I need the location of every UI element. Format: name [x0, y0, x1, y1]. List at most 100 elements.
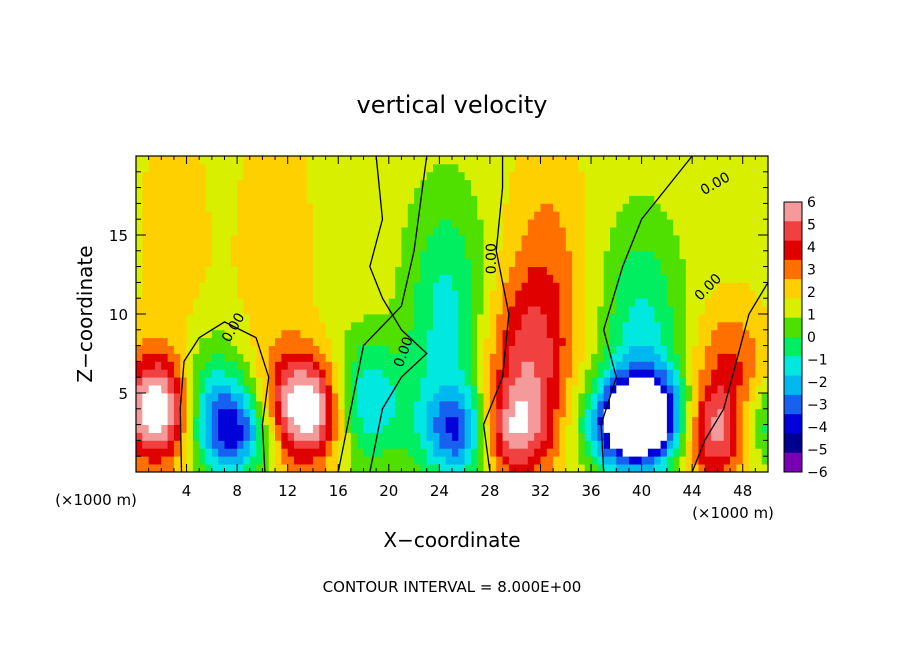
heatmap-cell: [142, 329, 150, 339]
heatmap-cell: [635, 219, 642, 228]
heatmap-cell: [199, 163, 206, 173]
heatmap-cell: [692, 235, 699, 244]
heatmap-cell: [711, 353, 718, 362]
heatmap-cell: [458, 448, 466, 457]
heatmap-cell: [230, 448, 238, 457]
heatmap-cell: [749, 377, 756, 386]
heatmap-cell: [230, 440, 238, 449]
heatmap-cell: [527, 274, 535, 283]
heatmap-cell: [496, 361, 503, 370]
heatmap-cell: [647, 408, 655, 418]
heatmap-cell: [698, 298, 706, 307]
heatmap-cell: [350, 266, 358, 275]
heatmap-cell: [534, 416, 541, 425]
heatmap-cell: [508, 171, 516, 181]
heatmap-cell: [761, 400, 769, 410]
heatmap-cell: [502, 235, 510, 244]
heatmap-cell: [470, 337, 478, 346]
heatmap-cell: [312, 298, 320, 307]
heatmap-cell: [521, 329, 529, 339]
heatmap-cell: [237, 464, 244, 473]
heatmap-cell: [237, 298, 244, 307]
heatmap-cell: [641, 337, 649, 346]
heatmap-cell: [192, 440, 200, 449]
heatmap-cell: [578, 393, 586, 402]
heatmap-cell: [635, 179, 642, 188]
heatmap-cell: [470, 314, 478, 323]
heatmap-cell: [742, 211, 750, 220]
heatmap-cell: [426, 219, 434, 228]
heatmap-cell: [350, 235, 358, 244]
heatmap-cell: [711, 377, 718, 386]
heatmap-cell: [749, 408, 756, 418]
heatmap-cell: [565, 432, 573, 441]
heatmap-cell: [401, 400, 409, 410]
heatmap-cell: [464, 448, 472, 457]
heatmap-cell: [180, 385, 187, 394]
heatmap-cell: [660, 377, 668, 386]
heatmap-cell: [275, 408, 282, 418]
heatmap-cell: [597, 321, 605, 331]
heatmap-cell: [584, 353, 592, 362]
heatmap-cell: [470, 258, 478, 267]
heatmap-cell: [515, 171, 522, 181]
heatmap-cell: [357, 179, 364, 188]
heatmap-cell: [610, 440, 617, 449]
colorbar-label: −1: [807, 353, 828, 369]
heatmap-cell: [256, 448, 263, 457]
heatmap-cell: [249, 337, 257, 346]
heatmap-cell: [527, 282, 535, 291]
heatmap-cell: [218, 385, 225, 394]
heatmap-cell: [717, 353, 725, 362]
heatmap-cell: [224, 432, 232, 441]
heatmap-cell: [496, 156, 503, 165]
heatmap-cell: [736, 385, 744, 394]
heatmap-cell: [325, 377, 333, 386]
zero-contour: [337, 155, 428, 473]
heatmap-cell: [395, 250, 402, 260]
heatmap-cell: [243, 235, 251, 244]
heatmap-cell: [527, 203, 535, 212]
heatmap-cell: [616, 353, 624, 362]
heatmap-cell: [249, 345, 257, 354]
heatmap-cell: [294, 408, 301, 418]
heatmap-cell: [559, 211, 567, 220]
heatmap-cell: [635, 400, 642, 410]
heatmap-cell: [401, 321, 409, 331]
heatmap-cell: [742, 369, 750, 378]
heatmap-cell: [692, 266, 699, 275]
heatmap-cell: [192, 242, 200, 252]
heatmap-cell: [496, 424, 503, 433]
heatmap-cell: [199, 258, 206, 267]
heatmap-cell: [584, 377, 592, 386]
heatmap-cell: [445, 211, 453, 220]
heatmap-cell: [376, 400, 383, 410]
heatmap-cell: [230, 258, 238, 267]
heatmap-cell: [281, 266, 289, 275]
heatmap-cell: [167, 211, 175, 220]
heatmap-cell: [685, 227, 693, 236]
heatmap-cell: [527, 171, 535, 181]
heatmap-cell: [622, 290, 630, 299]
heatmap-cell: [294, 337, 301, 346]
heatmap-cell: [660, 266, 668, 275]
heatmap-cell: [540, 163, 548, 173]
heatmap-cell: [761, 353, 769, 362]
heatmap-cell: [433, 345, 440, 354]
heatmap-cell: [666, 369, 674, 378]
heatmap-cell: [755, 171, 763, 181]
heatmap-cell: [331, 235, 339, 244]
heatmap-cell: [287, 163, 295, 173]
heatmap-cell: [186, 424, 194, 433]
heatmap-cell: [268, 329, 276, 339]
heatmap-cell: [578, 235, 586, 244]
heatmap-cell: [673, 369, 680, 378]
heatmap-cell: [559, 282, 567, 291]
heatmap-cell: [180, 306, 187, 315]
heatmap-cell: [237, 424, 244, 433]
colorbar-label: 4: [807, 240, 816, 256]
heatmap-cell: [268, 227, 276, 236]
heatmap-cell: [154, 377, 162, 386]
heatmap-cell: [230, 337, 238, 346]
heatmap-cell: [237, 227, 244, 236]
